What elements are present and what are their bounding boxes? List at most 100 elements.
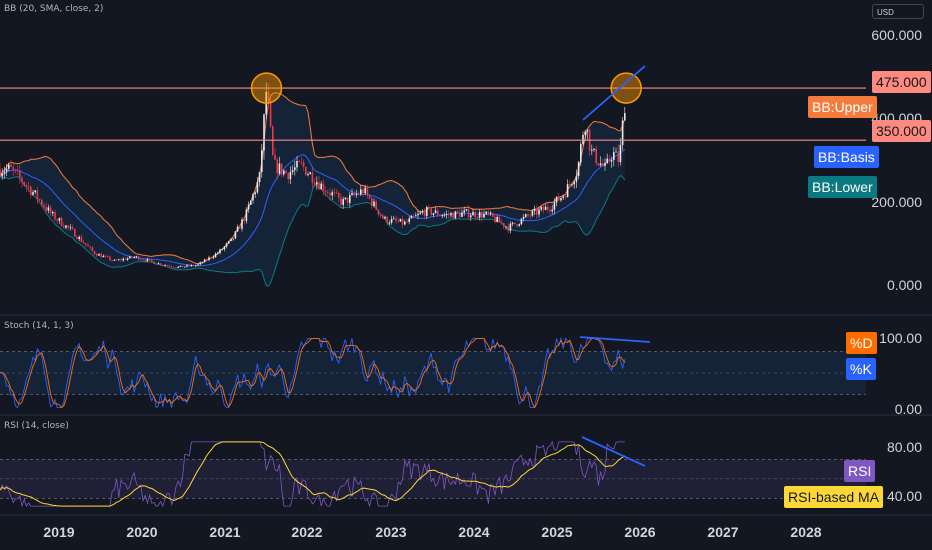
candle-body: [410, 215, 413, 219]
candle-body: [54, 212, 56, 220]
candle-body: [201, 262, 204, 264]
candle-body: [373, 201, 375, 206]
candle-body: [170, 266, 173, 268]
candle-body: [5, 168, 8, 172]
candle-body: [470, 215, 472, 218]
legend-bb-lower[interactable]: BB:Lower: [808, 176, 877, 198]
candle-body: [263, 114, 265, 151]
candle-body: [555, 196, 558, 203]
candle-body: [621, 120, 624, 145]
candle-body: [547, 206, 549, 210]
rsi-pane-title[interactable]: RSI (14, close): [4, 421, 69, 431]
legend-stoch-k[interactable]: %K: [846, 358, 876, 380]
candle-body: [142, 259, 144, 261]
candle-body: [329, 192, 331, 196]
candle-body: [71, 227, 74, 229]
candle-body: [450, 213, 452, 216]
candle-body: [322, 183, 325, 192]
legend-bb-upper[interactable]: BB:Upper: [808, 96, 877, 118]
candle-body: [162, 265, 164, 266]
candle-body: [93, 251, 96, 255]
candle-body: [353, 193, 355, 195]
candle-body: [459, 212, 461, 217]
candle-body: [608, 158, 611, 162]
candle-body: [124, 258, 127, 260]
candle-body: [481, 212, 483, 218]
candle-body: [586, 129, 589, 132]
candle-body: [489, 212, 492, 214]
candle-body: [593, 148, 595, 151]
candle-body: [131, 256, 133, 258]
candle-body: [377, 209, 380, 215]
candle-body: [346, 197, 349, 203]
candle-body: [478, 212, 481, 218]
candle-body: [32, 192, 34, 195]
candle-body: [45, 207, 47, 211]
level-tag-upper[interactable]: 475.000: [872, 71, 931, 93]
candle-body: [177, 266, 179, 268]
currency-selector[interactable]: USD: [872, 4, 924, 19]
candle-body: [113, 259, 116, 261]
level-tag-lower[interactable]: 350.000: [872, 120, 931, 142]
candle-body: [115, 259, 118, 261]
x-axis-label: 2024: [458, 524, 490, 540]
candle-body: [190, 265, 193, 267]
candle-body: [610, 159, 613, 162]
candle-body: [278, 163, 281, 174]
candle-body: [584, 131, 586, 135]
stoch-axis-label: 0.00: [894, 401, 922, 417]
legend-rsi-ma[interactable]: RSI-based MA: [784, 486, 884, 508]
candle-body: [78, 236, 80, 240]
candle-body: [135, 256, 138, 258]
candle-body: [230, 238, 232, 242]
candle-body: [558, 196, 560, 201]
candle-body: [408, 218, 410, 222]
x-axis-label: 2025: [541, 524, 573, 540]
candle-body: [443, 214, 446, 216]
candle-body: [27, 186, 30, 187]
candle-body: [23, 182, 25, 186]
legend-stoch-d[interactable]: %D: [846, 332, 877, 354]
candle-body: [624, 113, 626, 121]
candle-body: [525, 214, 527, 217]
candle-body: [140, 259, 142, 261]
candle-body: [67, 225, 69, 228]
candle-body: [333, 192, 336, 194]
candle-body: [10, 164, 12, 167]
candle-body: [386, 216, 388, 223]
candle-body: [41, 199, 43, 205]
candle-body: [296, 161, 298, 168]
candle-body: [379, 214, 382, 216]
candle-body: [14, 169, 17, 171]
legend-rsi[interactable]: RSI: [844, 460, 876, 482]
candle-body: [351, 193, 353, 196]
candle-body: [465, 209, 468, 211]
candle-body: [597, 163, 600, 166]
candle-body: [355, 193, 358, 195]
x-axis-label: 2020: [126, 524, 158, 540]
candle-body: [16, 170, 19, 171]
candle-body: [375, 201, 377, 210]
candle-body: [617, 151, 619, 163]
candle-body: [56, 219, 58, 221]
stoch-pane-title[interactable]: Stoch (14, 1, 3): [4, 321, 74, 331]
candle-body: [496, 216, 498, 223]
candle-body: [549, 209, 551, 212]
candle-body: [487, 211, 490, 214]
candle-body: [36, 190, 39, 200]
candle-body: [186, 265, 188, 267]
candle-body: [595, 148, 597, 164]
candle-body: [236, 226, 239, 232]
candle-body: [221, 249, 223, 251]
candle-body: [38, 199, 41, 200]
x-axis-label: 2023: [375, 524, 407, 540]
legend-bb-basis[interactable]: BB:Basis: [814, 146, 879, 168]
candle-body: [503, 223, 505, 227]
candle-body: [0, 169, 1, 177]
candle-body: [324, 191, 327, 192]
candle-body: [144, 260, 146, 262]
bb-pane-title[interactable]: BB (20, SMA, close, 2): [4, 4, 104, 14]
candle-body: [3, 171, 6, 174]
candle-body: [327, 191, 329, 193]
